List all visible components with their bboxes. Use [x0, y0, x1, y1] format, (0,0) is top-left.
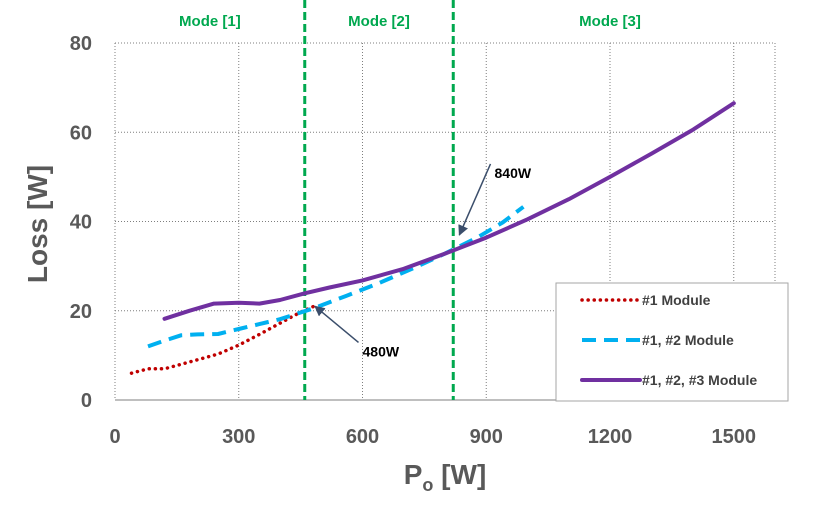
legend-label: #1, #2, #3 Module: [642, 372, 757, 388]
y-tick-label: 80: [70, 33, 92, 55]
y-tick-label: 40: [70, 212, 92, 234]
annotation-arrow: [458, 163, 492, 236]
mode-label: Mode [2]: [348, 13, 410, 30]
x-tick-label: 900: [470, 426, 503, 448]
x-tick-label: 300: [222, 426, 255, 448]
x-axis-title-unit: [W]: [433, 459, 486, 490]
x-axis-title: Po [W]: [404, 459, 487, 495]
series-lines: [129, 101, 736, 375]
y-tick-label: 0: [81, 390, 92, 412]
x-axis-title-main: P: [404, 459, 423, 490]
mode-label: Mode [1]: [179, 13, 241, 30]
y-tick-label: 20: [70, 301, 92, 323]
series-line-3: [162, 101, 736, 321]
y-axis-title: Loss [W]: [22, 165, 53, 283]
annotation-arrow: [314, 305, 359, 344]
legend-label: #1, #2 Module: [642, 332, 734, 348]
legend: #1 Module #1, #2 Module #1, #2, #3 Module: [555, 282, 789, 402]
x-tick-label: 1200: [588, 426, 633, 448]
series-line-2: [147, 205, 525, 349]
tick-labels: 0 20 40 60 80 0 300 600 900 1200 1500: [70, 33, 756, 448]
y-tick-label: 60: [70, 122, 92, 144]
x-tick-label: 1500: [712, 426, 757, 448]
x-tick-label: 600: [346, 426, 379, 448]
annotation-label: 480W: [363, 343, 400, 359]
mode-label: Mode [3]: [579, 13, 641, 30]
x-axis-title-subscript: o: [422, 475, 433, 495]
series-line-1: [129, 303, 319, 375]
annotations: 480W 840W: [314, 163, 532, 359]
mode-lines: [303, 0, 455, 400]
legend-label: #1 Module: [642, 292, 711, 308]
annotation-label: 840W: [495, 165, 532, 181]
mode-labels: Mode [1] Mode [2] Mode [3]: [179, 13, 641, 30]
x-tick-label: 0: [109, 426, 120, 448]
